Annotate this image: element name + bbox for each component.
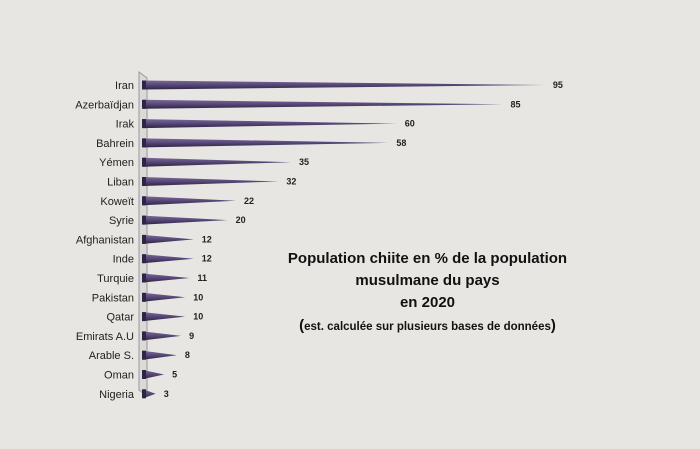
bar-face-10 — [142, 273, 146, 283]
value-label-16: 3 — [164, 389, 169, 399]
category-label-6: Koweït — [100, 196, 134, 208]
value-label-12: 10 — [193, 312, 203, 322]
bar-face-16 — [142, 389, 146, 399]
bar-face-11 — [142, 292, 146, 302]
bar-face-12 — [142, 312, 146, 322]
bar-face-3 — [142, 138, 146, 148]
value-label-1: 85 — [511, 99, 521, 109]
bar-8 — [143, 234, 194, 244]
value-label-11: 10 — [193, 292, 203, 302]
chart-title-line-1: Population chiite en % de la population — [287, 250, 568, 267]
bar-14 — [143, 350, 177, 360]
bar-1 — [143, 99, 503, 109]
category-label-8: Afghanistan — [76, 234, 134, 246]
category-label-13: Emirats A.U — [76, 331, 134, 343]
chart-subtitle: (est. calculée sur plusieurs bases de do… — [299, 317, 556, 334]
category-label-12: Qatar — [106, 312, 134, 324]
value-label-15: 5 — [172, 370, 177, 380]
value-label-6: 22 — [244, 196, 254, 206]
category-label-3: Bahrein — [96, 138, 134, 150]
bar-face-13 — [142, 331, 146, 341]
category-label-16: Nigeria — [99, 389, 135, 401]
value-label-9: 12 — [202, 254, 212, 264]
bar-0 — [143, 80, 545, 90]
bar-face-6 — [142, 196, 146, 206]
bar-face-9 — [142, 254, 146, 264]
category-label-4: Yémen — [99, 157, 134, 169]
bar-face-14 — [142, 350, 146, 360]
bar-face-2 — [142, 119, 146, 129]
bar-face-0 — [142, 80, 146, 90]
bar-12 — [143, 312, 186, 322]
category-label-2: Irak — [116, 119, 135, 131]
category-label-10: Turquie — [97, 273, 134, 285]
bar-7 — [143, 215, 228, 225]
value-label-7: 20 — [236, 215, 246, 225]
bar-13 — [143, 331, 182, 341]
category-label-11: Pakistan — [92, 292, 134, 304]
value-label-10: 11 — [198, 273, 208, 283]
category-label-0: Iran — [115, 80, 134, 92]
value-label-4: 35 — [299, 157, 309, 167]
bar-face-4 — [142, 157, 146, 167]
value-label-14: 8 — [185, 350, 190, 360]
bar-4 — [143, 157, 292, 167]
value-label-3: 58 — [396, 138, 406, 148]
category-label-5: Liban — [107, 177, 134, 189]
category-label-7: Syrie — [109, 215, 134, 227]
bar-10 — [143, 273, 190, 283]
chart-subtitle-text: est. calculée sur plusieurs bases de don… — [304, 321, 551, 333]
bar-5 — [143, 177, 279, 186]
bar-face-8 — [142, 234, 146, 244]
category-label-1: Azerbaïdjan — [75, 99, 134, 111]
value-label-0: 95 — [553, 80, 563, 90]
bar-3 — [143, 138, 389, 148]
bar-face-1 — [142, 99, 146, 109]
bar-2 — [143, 119, 397, 129]
category-label-15: Oman — [104, 370, 134, 382]
bar-11 — [143, 292, 186, 302]
value-label-8: 12 — [202, 234, 212, 244]
chart-title-block: Population chiite en % de la population … — [255, 248, 600, 337]
bar-face-5 — [142, 177, 146, 186]
bar-15 — [143, 370, 165, 379]
value-label-13: 9 — [189, 331, 194, 341]
bar-face-15 — [142, 370, 146, 379]
bar-16 — [143, 389, 156, 399]
value-label-5: 32 — [286, 177, 296, 187]
value-label-2: 60 — [405, 119, 415, 129]
chart-title-line-2: musulmane du pays — [355, 272, 500, 289]
bar-6 — [143, 196, 237, 206]
bar-face-7 — [142, 215, 146, 225]
chart-title-line-3: en 2020 — [399, 294, 456, 311]
category-label-14: Arable S. — [89, 350, 134, 362]
bar-9 — [143, 254, 194, 264]
category-label-9: Inde — [113, 254, 134, 266]
